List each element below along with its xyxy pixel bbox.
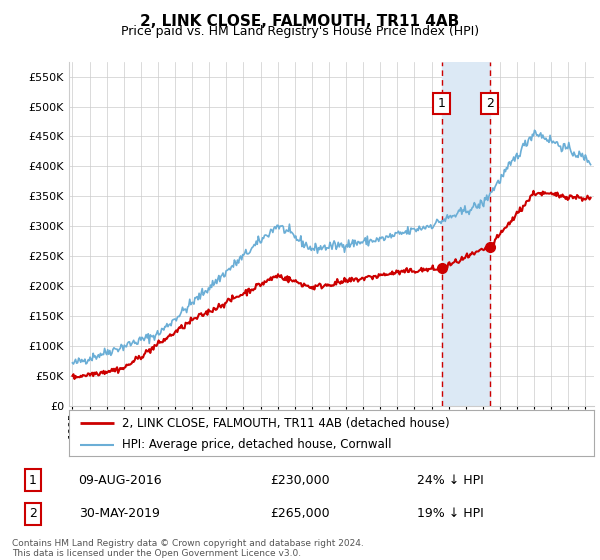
Text: £265,000: £265,000 (270, 507, 330, 520)
Text: 2, LINK CLOSE, FALMOUTH, TR11 4AB: 2, LINK CLOSE, FALMOUTH, TR11 4AB (140, 14, 460, 29)
Text: Price paid vs. HM Land Registry's House Price Index (HPI): Price paid vs. HM Land Registry's House … (121, 25, 479, 38)
Text: £230,000: £230,000 (270, 474, 330, 487)
Text: 1: 1 (29, 474, 37, 487)
Text: 2: 2 (29, 507, 37, 520)
Text: Contains HM Land Registry data © Crown copyright and database right 2024.
This d: Contains HM Land Registry data © Crown c… (12, 539, 364, 558)
Bar (442, 62, 490, 406)
Text: 2, LINK CLOSE, FALMOUTH, TR11 4AB (detached house): 2, LINK CLOSE, FALMOUTH, TR11 4AB (detac… (121, 417, 449, 430)
Text: 19% ↓ HPI: 19% ↓ HPI (416, 507, 484, 520)
Text: 2: 2 (486, 97, 494, 110)
Text: 30-MAY-2019: 30-MAY-2019 (80, 507, 160, 520)
Text: 1: 1 (438, 97, 446, 110)
Text: 09-AUG-2016: 09-AUG-2016 (78, 474, 162, 487)
Text: 24% ↓ HPI: 24% ↓ HPI (416, 474, 484, 487)
Text: HPI: Average price, detached house, Cornwall: HPI: Average price, detached house, Corn… (121, 438, 391, 451)
